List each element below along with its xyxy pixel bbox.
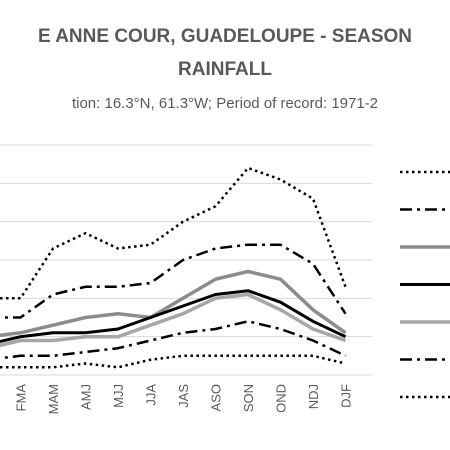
series-lines [0, 166, 347, 369]
series-line-1 [0, 166, 347, 300]
x-axis-ticks: FMA MAM AMJ MJJ JJA JAS ASO SON OND NDJ DJF [14, 384, 354, 415]
series-line-3 [0, 269, 347, 338]
x-tick-label: AMJ [79, 384, 94, 410]
x-tick-label: NDJ [306, 384, 321, 409]
chart-title-line-1: E ANNE COUR, GUADELOUPE - SEASON [38, 26, 412, 47]
chart-title-line-2: RAINFALL [178, 59, 272, 80]
series-line-6 [0, 320, 347, 360]
x-tick-label: DJF [339, 384, 354, 408]
x-tick-label: SON [241, 384, 256, 412]
series-line-5 [0, 292, 347, 348]
x-tick-label: MJJ [111, 384, 126, 408]
x-tick-label: JAS [176, 384, 191, 408]
x-tick-label: JJA [144, 384, 159, 406]
x-tick-label: FMA [14, 384, 29, 412]
x-tick-label: OND [274, 384, 289, 413]
x-tick-label: ASO [209, 384, 224, 411]
series-line-4 [0, 289, 347, 344]
legend [400, 170, 450, 399]
chart-subtitle: tion: 16.3°N, 61.3°W; Period of record: … [72, 95, 378, 112]
series-line-7 [0, 354, 346, 369]
x-tick-label: MAM [46, 384, 61, 414]
